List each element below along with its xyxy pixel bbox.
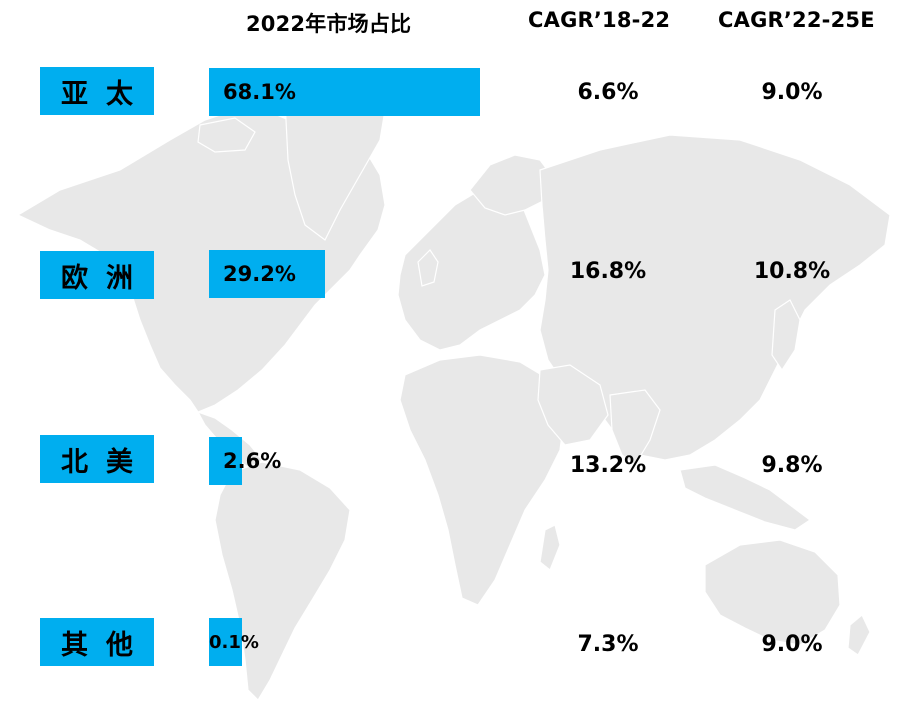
southeast-asia-islands-shape (679, 464, 812, 531)
australia-shape (704, 539, 841, 646)
cagr-future-value: 9.0% (761, 80, 823, 105)
cagr-future-value: 9.0% (761, 632, 823, 657)
region-label: 北美 (40, 435, 154, 483)
region-label: 亚太 (40, 67, 154, 115)
japan-shape (771, 299, 801, 372)
share-bar: 29.2% (209, 250, 326, 298)
arabia-shape (537, 364, 609, 446)
cagr-past-value: 13.2% (569, 453, 647, 478)
asia-shape (539, 134, 891, 461)
region-label: 欧洲 (40, 251, 154, 299)
cagr-future-value: 10.8% (753, 259, 831, 284)
cagr-past-value: 16.8% (569, 259, 647, 284)
region-label: 其他 (40, 618, 154, 666)
south-america-shape (214, 461, 351, 701)
cagr-past-value: 7.3% (577, 632, 639, 657)
share-bar: 0.1% (209, 618, 259, 666)
india-shape (609, 389, 661, 466)
header-cagr-future: CAGR’22-25E (718, 8, 875, 32)
new-zealand-shape (847, 614, 871, 656)
share-bar: 2.6% (209, 437, 281, 485)
uk-shape (417, 249, 439, 287)
madagascar-shape (539, 524, 561, 571)
share-bar: 68.1% (209, 68, 480, 116)
header-share: 2022年市场占比 (246, 12, 412, 36)
header-cagr-past: CAGR’18-22 (528, 8, 671, 32)
cagr-future-value: 9.8% (761, 453, 823, 478)
arctic-islands-shape (197, 117, 256, 153)
cagr-past-value: 6.6% (577, 80, 639, 105)
africa-shape (399, 354, 566, 606)
